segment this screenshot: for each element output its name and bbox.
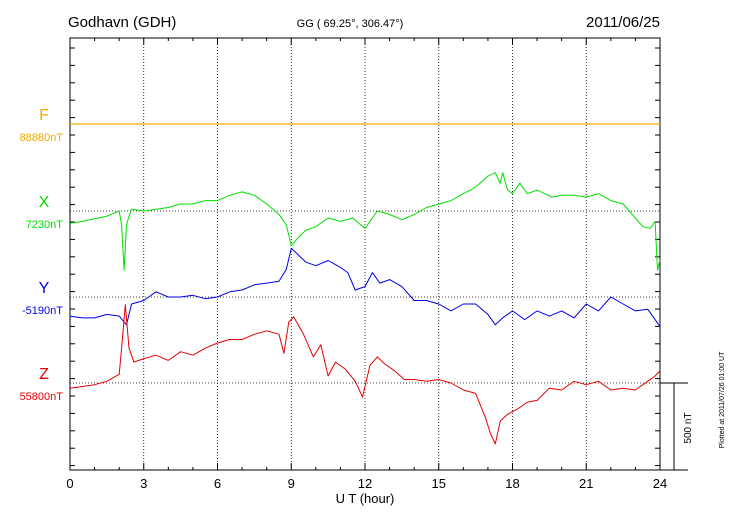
series-name-y: Y (39, 280, 50, 297)
x-tick-label: 12 (358, 476, 372, 491)
series-name-x: X (39, 194, 50, 211)
x-axis-label: U T (hour) (336, 491, 395, 506)
station-coords: GG ( 69.25°, 306.47°) (297, 18, 404, 30)
x-tick-label: 21 (579, 476, 593, 491)
x-tick-label: 9 (288, 476, 295, 491)
scale-bar: 500 nT (660, 382, 694, 471)
series-baseline-z: 55800nT (20, 391, 64, 403)
series-lines (69, 123, 661, 445)
x-tick-label: 3 (140, 476, 147, 491)
x-tick-label: 6 (214, 476, 221, 491)
x-tick-label: 0 (66, 476, 73, 491)
series-baseline-f: 88880nT (20, 132, 64, 144)
grid-lines (70, 38, 660, 470)
station-title: Godhavn (GDH) (68, 14, 176, 31)
axis-ticks (69, 38, 661, 470)
chart-date: 2011/06/25 (586, 14, 660, 31)
series-name-z: Z (39, 366, 49, 383)
x-tick-label: 15 (432, 476, 446, 491)
series-name-f: F (39, 107, 49, 124)
series-baseline-y: -5190nT (22, 305, 63, 317)
series-baseline-x: 7230nT (26, 219, 64, 231)
x-tick-label: 24 (653, 476, 667, 491)
x-tick-label: 18 (505, 476, 519, 491)
series-line-y (69, 247, 661, 327)
plotted-note: Plotted at 2011/07/26 01:00 UT (719, 351, 726, 448)
scale-bar-label: 500 nT (683, 412, 694, 443)
series-labels: F 88880nT X 7230nT Y -5190nT Z 55800nT (20, 107, 64, 403)
x-tick-labels: 0 3 6 9 12 15 18 21 24 (66, 476, 667, 491)
series-line-z (69, 304, 661, 445)
series-line-x (69, 172, 661, 271)
